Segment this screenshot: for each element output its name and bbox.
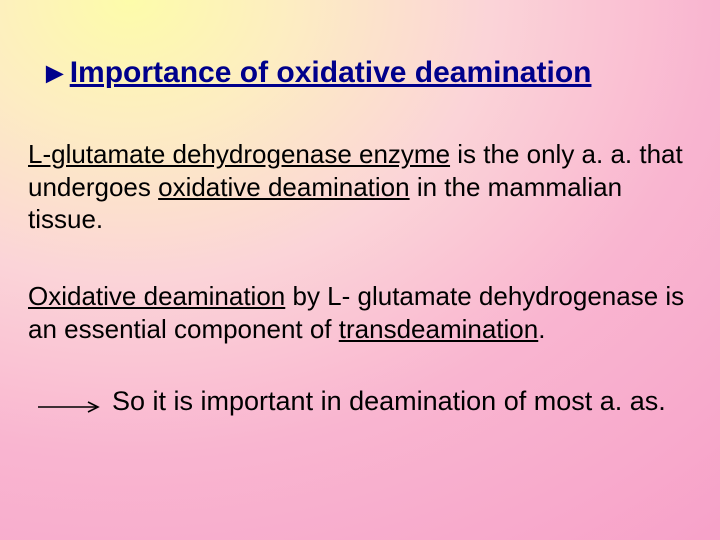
bullet-icon: ► [40, 57, 70, 91]
p2-text-4: . [538, 314, 545, 344]
slide-title: ►Importance of oxidative deamination [40, 56, 591, 91]
p2-underlined-3: transdeamination [339, 314, 538, 344]
p1-underlined-3: oxidative deamination [158, 172, 410, 202]
arrow-icon [38, 400, 108, 414]
paragraph-1: L-glutamate dehydrogenase enzyme is the … [28, 138, 692, 236]
p1-underlined-1: L-glutamate dehydrogenase enzyme [28, 139, 450, 169]
slide: ►Importance of oxidative deamination L-g… [0, 0, 720, 540]
paragraph-2: Oxidative deamination by L- glutamate de… [28, 280, 692, 345]
conclusion-text: So it is important in deamination of mos… [112, 386, 666, 417]
title-text: Importance of oxidative deamination [70, 56, 592, 89]
p2-underlined-1: Oxidative deamination [28, 281, 285, 311]
